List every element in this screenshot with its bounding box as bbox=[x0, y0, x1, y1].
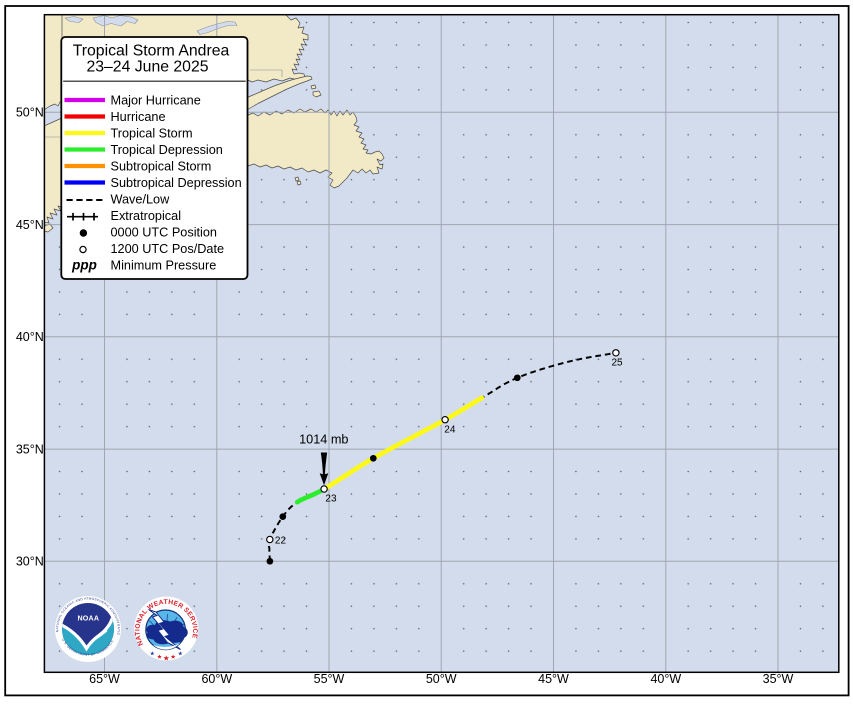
svg-text:Major Hurricane: Major Hurricane bbox=[111, 94, 201, 108]
svg-text:Subtropical Depression: Subtropical Depression bbox=[111, 176, 242, 190]
svg-text:23–24 June 2025: 23–24 June 2025 bbox=[86, 58, 208, 75]
svg-text:23: 23 bbox=[325, 493, 337, 504]
svg-text:Subtropical Storm: Subtropical Storm bbox=[111, 160, 212, 174]
svg-text:ppp: ppp bbox=[71, 258, 97, 273]
svg-text:60°W: 60°W bbox=[201, 672, 232, 686]
svg-text:45°W: 45°W bbox=[538, 672, 569, 686]
svg-text:35°N: 35°N bbox=[16, 442, 44, 456]
svg-text:50°N: 50°N bbox=[16, 106, 44, 120]
svg-text:Hurricane: Hurricane bbox=[111, 110, 166, 124]
svg-text:1014 mb: 1014 mb bbox=[299, 432, 348, 446]
svg-text:50°W: 50°W bbox=[426, 672, 457, 686]
svg-text:35°W: 35°W bbox=[763, 672, 794, 686]
svg-text:22: 22 bbox=[275, 536, 287, 547]
svg-text:30°N: 30°N bbox=[16, 555, 44, 569]
svg-text:45°N: 45°N bbox=[16, 218, 44, 232]
svg-text:0000 UTC Position: 0000 UTC Position bbox=[111, 226, 218, 240]
svg-text:1200 UTC Pos/Date: 1200 UTC Pos/Date bbox=[111, 242, 225, 256]
svg-text:Tropical Storm Andrea: Tropical Storm Andrea bbox=[73, 43, 230, 60]
svg-text:Tropical Storm: Tropical Storm bbox=[111, 127, 193, 141]
svg-text:40°W: 40°W bbox=[650, 672, 681, 686]
svg-text:25: 25 bbox=[612, 358, 624, 369]
svg-text:Wave/Low: Wave/Low bbox=[111, 193, 171, 207]
svg-text:Tropical Depression: Tropical Depression bbox=[111, 143, 223, 157]
svg-text:65°W: 65°W bbox=[89, 672, 120, 686]
svg-text:55°W: 55°W bbox=[314, 672, 345, 686]
svg-text:NOAA: NOAA bbox=[77, 615, 99, 623]
svg-text:40°N: 40°N bbox=[16, 330, 44, 344]
svg-text:24: 24 bbox=[444, 424, 456, 435]
svg-text:Minimum Pressure: Minimum Pressure bbox=[111, 259, 217, 273]
svg-text:Extratropical: Extratropical bbox=[111, 209, 182, 223]
